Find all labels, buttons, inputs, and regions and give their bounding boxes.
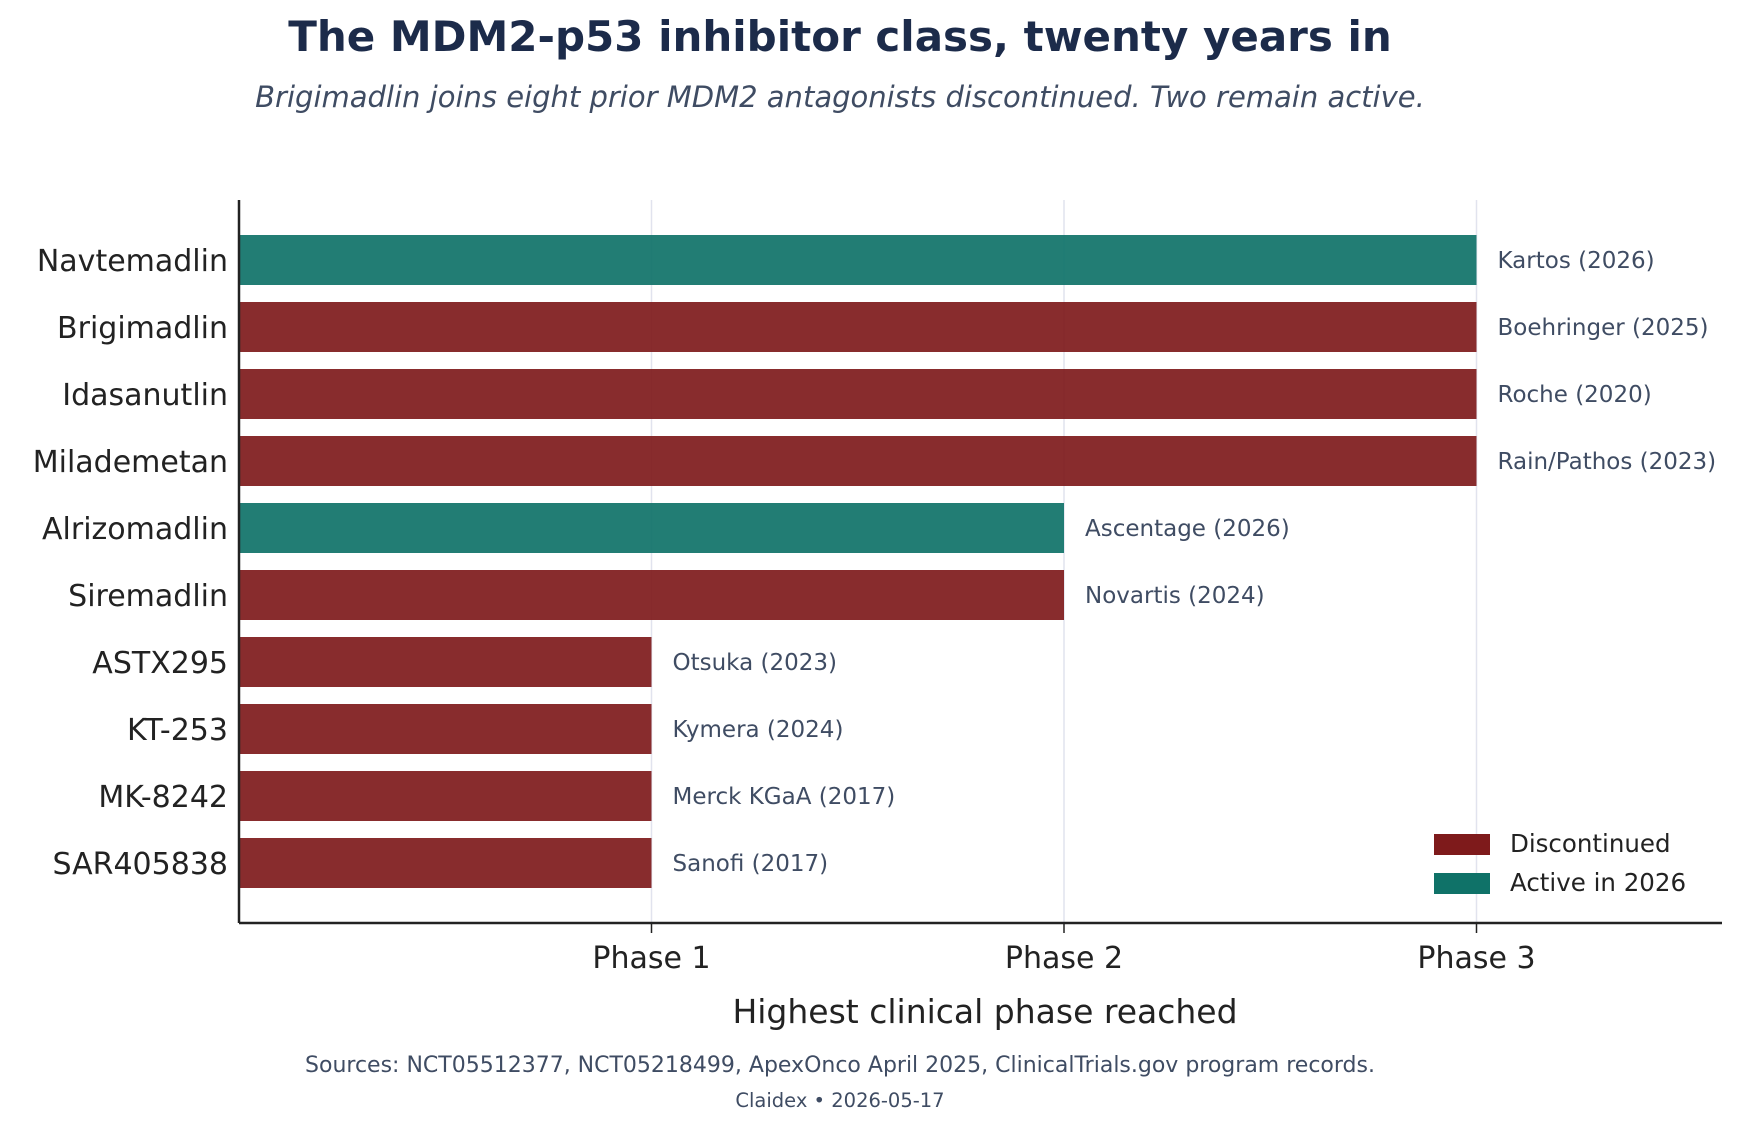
y-tick-label: KT-253	[127, 713, 228, 748]
bar-brigimadlin	[239, 302, 1477, 352]
chart-subtitle: Brigimadlin joins eight prior MDM2 antag…	[255, 80, 1425, 114]
chart-title: The MDM2-p53 inhibitor class, twenty yea…	[288, 12, 1392, 61]
x-tick-label: Phase 2	[1005, 941, 1123, 976]
bar-annotation: Novartis (2024)	[1085, 583, 1265, 609]
bar-astx295	[239, 637, 652, 687]
bar-annotation: Sanofi (2017)	[673, 851, 829, 877]
bar-sar405838	[239, 838, 652, 888]
legend: Discontinued Active in 2026	[1434, 829, 1686, 897]
y-tick-label: Idasanutlin	[62, 378, 228, 413]
y-tick-label: ASTX295	[92, 646, 228, 681]
x-axis-ticks: Phase 1 Phase 2 Phase 3	[592, 923, 1536, 976]
x-axis-label: Highest clinical phase reached	[732, 992, 1237, 1031]
y-tick-label: SAR405838	[53, 847, 229, 882]
bar-annotation: Ascentage (2026)	[1085, 516, 1290, 542]
bars-group	[239, 235, 1477, 888]
bar-mk-8242	[239, 771, 652, 821]
bar-idasanutlin	[239, 369, 1477, 419]
x-tick-label: Phase 3	[1417, 941, 1535, 976]
y-tick-label: Siremadlin	[68, 579, 228, 614]
sources-note: Sources: NCT05512377, NCT05218499, ApexO…	[305, 1053, 1375, 1078]
bar-alrizomadlin	[239, 503, 1064, 553]
bar-annotation: Rain/Pathos (2023)	[1498, 449, 1717, 475]
y-tick-label: Brigimadlin	[57, 311, 228, 346]
bar-kt-253	[239, 704, 652, 754]
bar-milademetan	[239, 436, 1477, 486]
legend-label-discontinued: Discontinued	[1510, 829, 1671, 858]
x-tick-label: Phase 1	[592, 941, 710, 976]
bar-navtemadlin	[239, 235, 1477, 285]
bar-annotation: Kymera (2024)	[673, 717, 844, 743]
bar-annotation: Roche (2020)	[1498, 382, 1652, 408]
y-tick-label: Milademetan	[33, 445, 228, 480]
legend-swatch-discontinued	[1434, 834, 1490, 855]
legend-label-active: Active in 2026	[1510, 868, 1686, 897]
bar-annotation: Merck KGaA (2017)	[673, 784, 896, 810]
bar-annotation: Otsuka (2023)	[673, 650, 837, 676]
bar-siremadlin	[239, 570, 1064, 620]
y-tick-label: Navtemadlin	[37, 244, 228, 279]
y-tick-label: Alrizomadlin	[42, 512, 228, 547]
bar-annotation: Kartos (2026)	[1498, 248, 1655, 274]
bar-labels: Kartos (2026) Boehringer (2025) Roche (202…	[673, 248, 1717, 877]
credit-note: Claidex • 2026-05-17	[735, 1089, 945, 1112]
y-tick-label: MK-8242	[98, 780, 228, 815]
y-axis-labels: Navtemadlin Brigimadlin Idasanutlin Miladem…	[33, 244, 228, 882]
legend-swatch-active	[1434, 873, 1490, 894]
bar-annotation: Boehringer (2025)	[1498, 315, 1709, 341]
axes	[237, 200, 1722, 925]
